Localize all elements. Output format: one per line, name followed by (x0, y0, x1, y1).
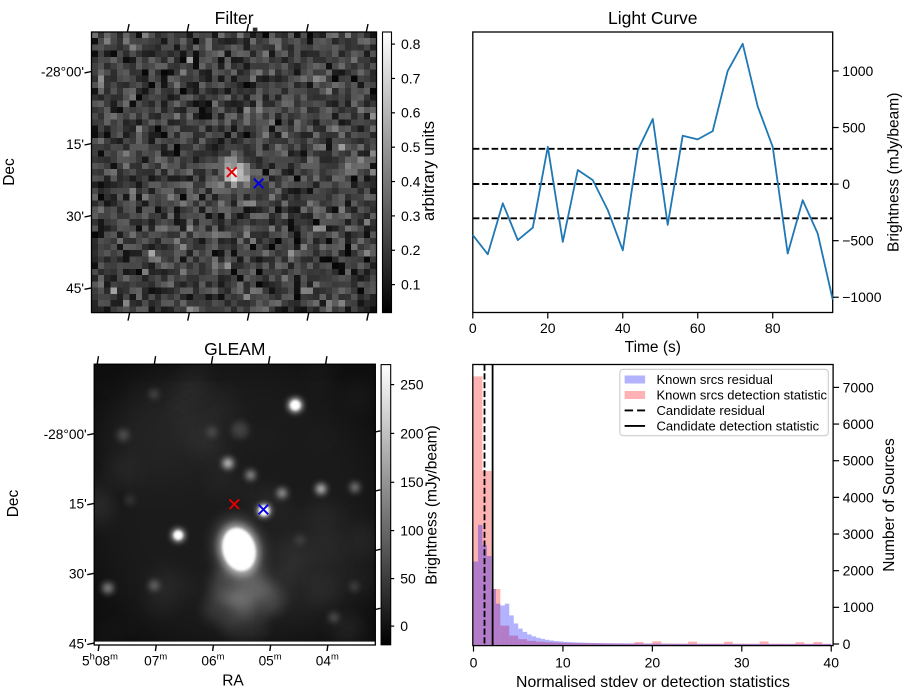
svg-text:0.8: 0.8 (401, 36, 421, 52)
svg-text:Known srcs detection statistic: Known srcs detection statistic (657, 388, 828, 403)
svg-text:Brightness (mJy/beam): Brightness (mJy/beam) (886, 93, 903, 252)
svg-text:5000: 5000 (843, 453, 874, 469)
svg-text:2000: 2000 (843, 563, 874, 579)
svg-text:150: 150 (400, 474, 424, 490)
svg-text:100: 100 (400, 523, 424, 539)
svg-text:200: 200 (400, 425, 424, 441)
svg-text:0: 0 (843, 636, 851, 652)
svg-text:−500: −500 (842, 233, 874, 249)
svg-text:6000: 6000 (843, 416, 874, 432)
svg-text:30: 30 (734, 655, 750, 671)
svg-text:45': 45' (66, 281, 84, 296)
svg-text:−1000: −1000 (842, 289, 882, 305)
svg-text:0: 0 (469, 320, 477, 336)
svg-text:Candidate residual: Candidate residual (657, 403, 766, 418)
svg-text:3000: 3000 (843, 526, 874, 542)
svg-text:30': 30' (66, 209, 84, 224)
svg-text:-28°00': -28°00' (44, 427, 87, 442)
svg-text:-28°00': -28°00' (41, 65, 84, 80)
svg-text:Normalised stdev or detection: Normalised stdev or detection statistics (516, 674, 790, 691)
svg-text:1000: 1000 (842, 63, 873, 79)
svg-text:500: 500 (842, 119, 866, 135)
svg-text:Number of Sources: Number of Sources (881, 438, 898, 572)
svg-text:15': 15' (66, 137, 84, 152)
svg-text:40: 40 (823, 655, 839, 671)
svg-text:30': 30' (69, 567, 87, 582)
svg-text:60: 60 (690, 320, 706, 336)
svg-text:7000: 7000 (843, 379, 874, 395)
svg-text:0: 0 (400, 618, 408, 634)
svg-text:0.1: 0.1 (401, 277, 421, 293)
svg-text:RA: RA (222, 673, 244, 690)
svg-text:0.3: 0.3 (401, 208, 421, 224)
svg-text:80: 80 (765, 320, 781, 336)
svg-text:Known srcs residual: Known srcs residual (657, 372, 773, 387)
svg-text:0: 0 (842, 176, 850, 192)
svg-text:0: 0 (470, 655, 478, 671)
svg-text:Filter: Filter (215, 8, 254, 28)
svg-text:10: 10 (555, 655, 571, 671)
svg-text:Dec: Dec (5, 489, 22, 517)
svg-text:50: 50 (400, 571, 416, 587)
svg-text:0.7: 0.7 (401, 70, 421, 86)
svg-text:20: 20 (540, 320, 556, 336)
svg-text:250: 250 (400, 377, 424, 393)
svg-text:40: 40 (615, 320, 631, 336)
svg-text:0.5: 0.5 (401, 139, 421, 155)
svg-text:20: 20 (645, 655, 661, 671)
svg-text:Brightness (mJy/beam): Brightness (mJy/beam) (424, 425, 441, 584)
svg-text:arbitrary units: arbitrary units (420, 121, 438, 221)
svg-text:Dec: Dec (1, 158, 18, 186)
svg-text:Time (s): Time (s) (625, 339, 681, 356)
svg-text:0.4: 0.4 (401, 173, 421, 189)
svg-text:15': 15' (69, 497, 87, 512)
svg-text:45': 45' (69, 636, 87, 651)
svg-text:4000: 4000 (843, 489, 874, 505)
svg-text:1000: 1000 (843, 599, 874, 615)
svg-text:GLEAM: GLEAM (204, 339, 265, 359)
svg-text:0.6: 0.6 (401, 105, 421, 121)
svg-text:Light Curve: Light Curve (608, 8, 698, 28)
svg-text:0.2: 0.2 (401, 242, 421, 258)
svg-text:Candidate detection statistic: Candidate detection statistic (657, 419, 820, 434)
